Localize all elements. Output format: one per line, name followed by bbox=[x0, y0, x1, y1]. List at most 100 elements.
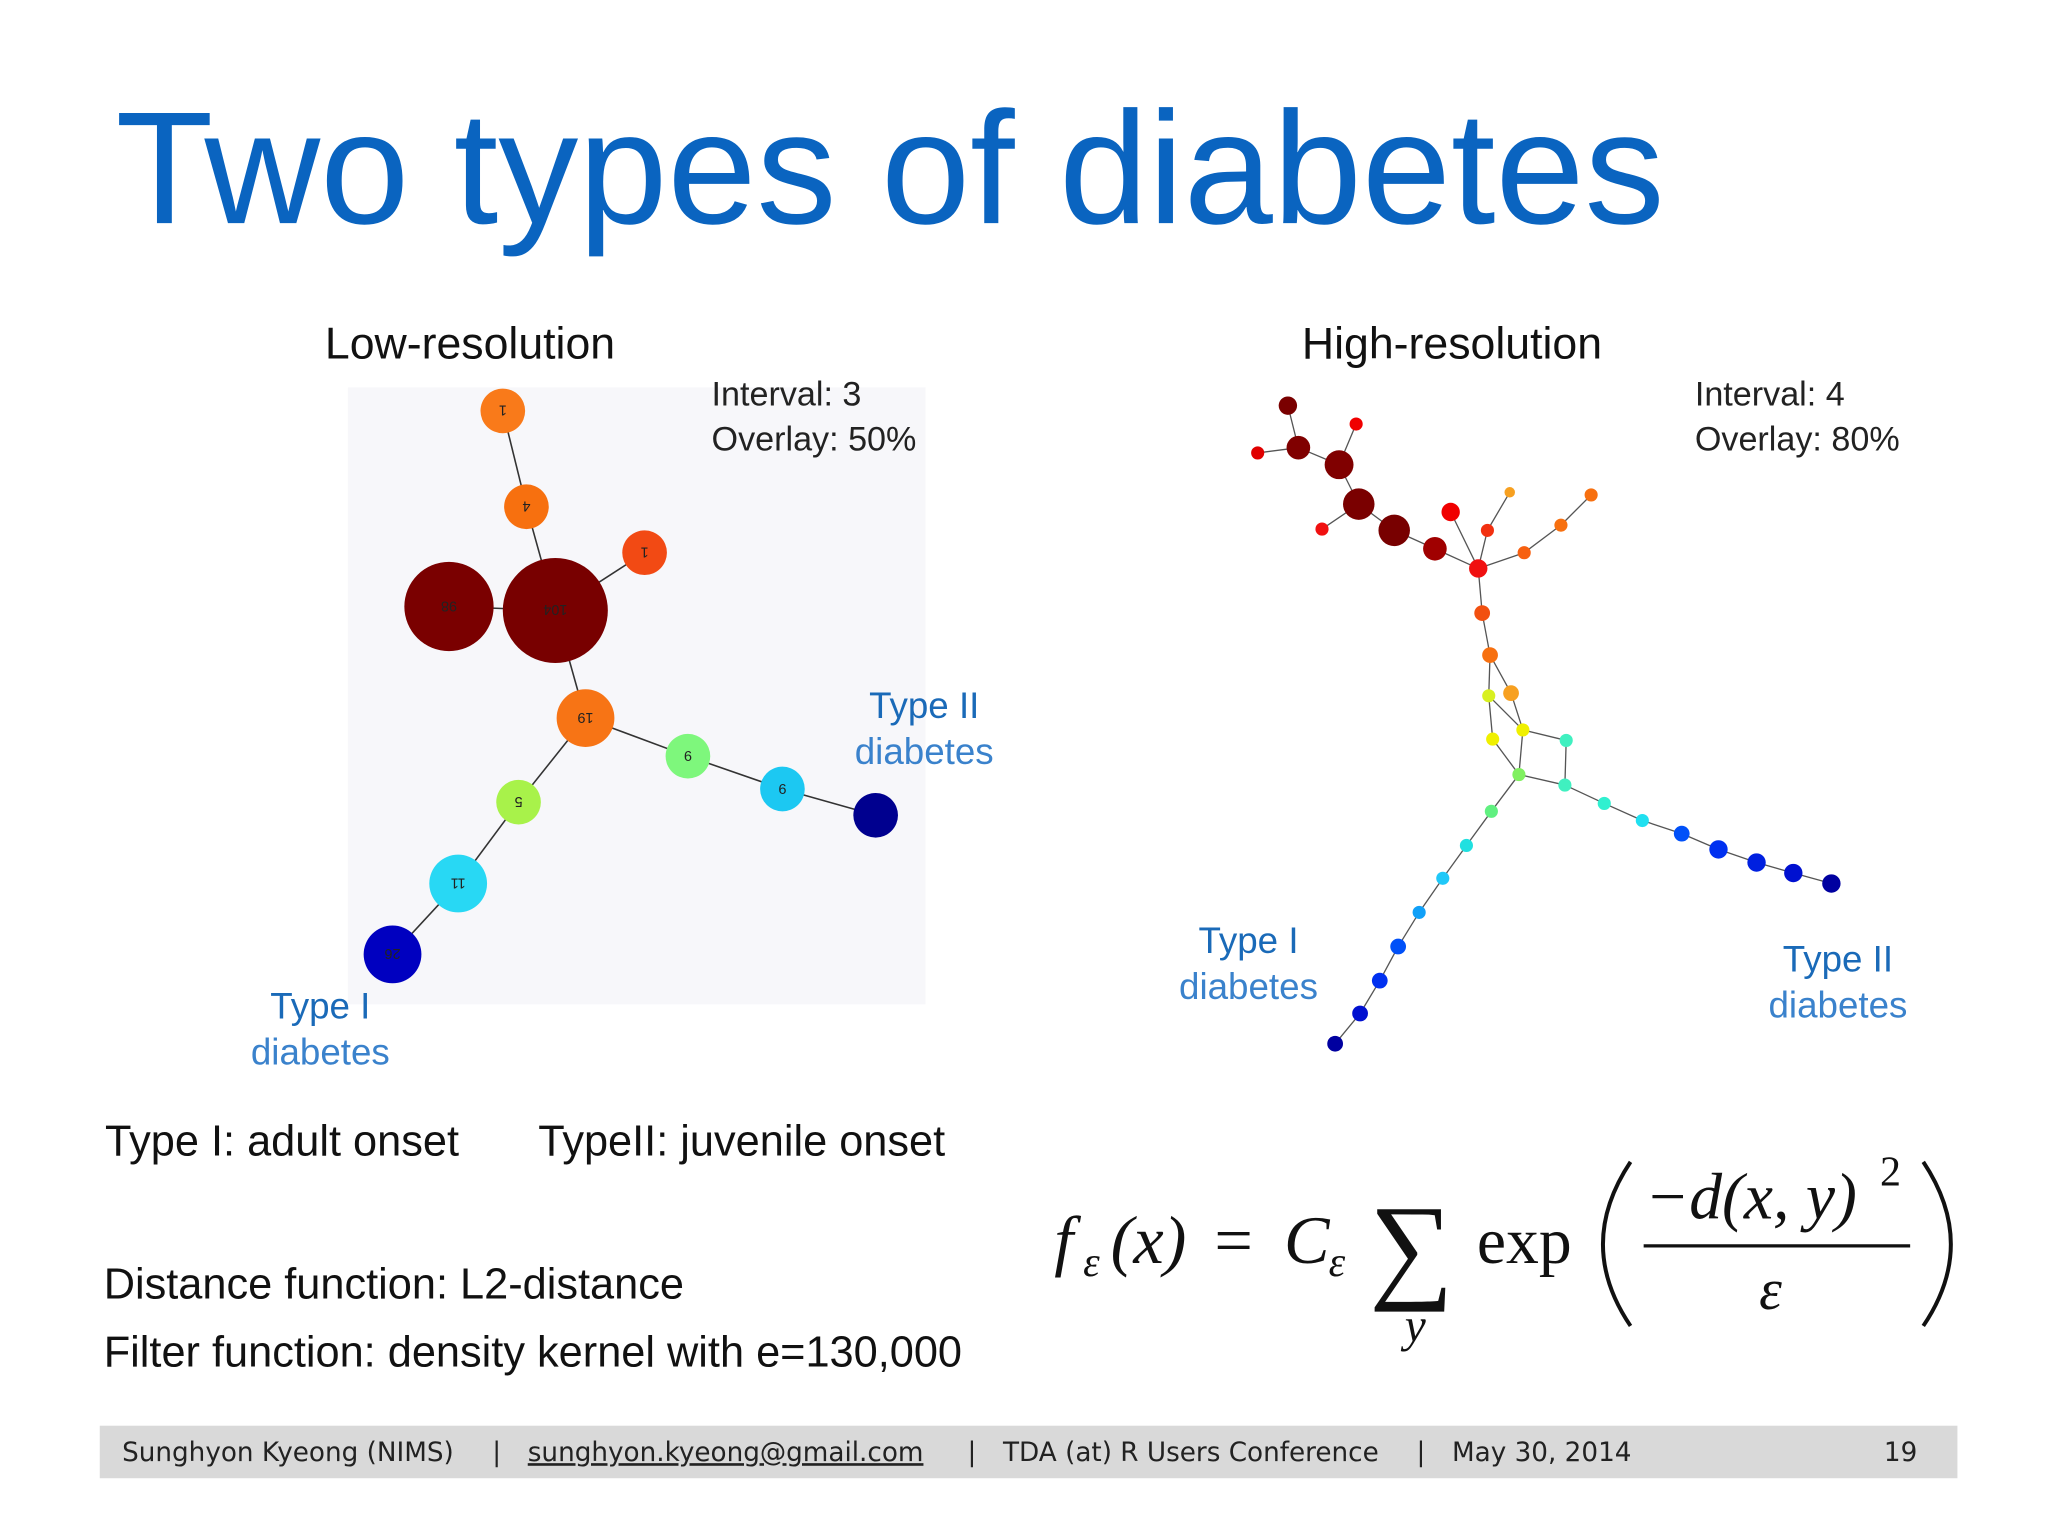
slide-title: Two types of diabetes bbox=[116, 78, 1665, 257]
node bbox=[1315, 522, 1329, 536]
edge bbox=[1564, 740, 1567, 786]
formula-part: y bbox=[1401, 1301, 1426, 1353]
node-label: 5 bbox=[515, 793, 523, 809]
node bbox=[1673, 825, 1690, 842]
annotation: Type II bbox=[869, 685, 979, 726]
graph-background bbox=[347, 387, 926, 1005]
annotation: Type II bbox=[1783, 938, 1893, 979]
annotation: diabetes bbox=[855, 731, 994, 772]
footer-page: 19 bbox=[1884, 1438, 1917, 1468]
node bbox=[1423, 536, 1447, 561]
node-label: 9 bbox=[778, 780, 786, 796]
definition: TypeII: juvenile onset bbox=[538, 1117, 945, 1165]
paren bbox=[1600, 1160, 1633, 1328]
formula-part: ε bbox=[1083, 1240, 1100, 1286]
formula-part: ∑ bbox=[1369, 1182, 1453, 1313]
node bbox=[1480, 523, 1494, 537]
param: Interval: 4 bbox=[1695, 376, 1845, 414]
node bbox=[496, 779, 541, 825]
annotation: Type I bbox=[1198, 920, 1298, 961]
desc: density kernel with e=130,000 bbox=[376, 1329, 962, 1377]
term: Filter function: bbox=[104, 1329, 376, 1377]
node bbox=[404, 561, 494, 652]
node bbox=[1343, 488, 1375, 520]
edge bbox=[1518, 773, 1566, 786]
formula: f ε (x) = C ε ∑ y exp −d(x, y) 2 ε bbox=[1054, 1149, 1953, 1353]
paren bbox=[1921, 1160, 1953, 1328]
node bbox=[853, 792, 898, 838]
node bbox=[665, 733, 711, 779]
node-label: 26 bbox=[385, 945, 401, 961]
footer-conference: TDA (at) R Users Conference bbox=[1002, 1438, 1379, 1468]
term: TypeII: bbox=[538, 1117, 668, 1165]
annotation: diabetes bbox=[1179, 966, 1318, 1007]
desc: adult onset bbox=[235, 1117, 459, 1165]
node bbox=[1324, 450, 1354, 480]
node bbox=[363, 925, 422, 984]
node-label: 4 bbox=[522, 497, 530, 513]
footer-separator: | bbox=[968, 1438, 977, 1468]
footer-bar bbox=[99, 1425, 1958, 1479]
formula-part: −d(x, y) bbox=[1645, 1161, 1857, 1233]
node bbox=[1286, 435, 1311, 460]
node bbox=[1482, 647, 1498, 663]
node bbox=[1484, 804, 1498, 818]
node bbox=[1349, 417, 1363, 431]
desc: L2-distance bbox=[448, 1260, 684, 1308]
node bbox=[1352, 1005, 1368, 1022]
edge bbox=[1488, 695, 1494, 740]
formula-part: exp bbox=[1477, 1206, 1572, 1278]
high-res-graph bbox=[1251, 396, 1841, 1052]
footer-email[interactable]: sunghyon.kyeong@gmail.com bbox=[528, 1438, 924, 1468]
edge bbox=[1492, 738, 1520, 775]
formula-part: ε bbox=[1759, 1259, 1782, 1322]
node bbox=[504, 484, 549, 530]
node bbox=[622, 530, 667, 576]
node-label: 9 bbox=[684, 747, 692, 763]
footer-separator: | bbox=[1417, 1438, 1426, 1468]
footer-date: May 30, 2014 bbox=[1452, 1438, 1632, 1468]
node bbox=[1251, 446, 1265, 460]
node bbox=[1327, 1035, 1344, 1052]
node bbox=[480, 388, 526, 434]
panel-heading: High-resolution bbox=[1302, 319, 1602, 368]
edge bbox=[1523, 524, 1562, 554]
edge bbox=[1442, 845, 1467, 879]
term: Type I: bbox=[105, 1117, 235, 1165]
edge bbox=[1490, 774, 1520, 812]
annotation: Type I bbox=[270, 986, 370, 1027]
edge bbox=[1522, 729, 1567, 742]
node bbox=[1436, 871, 1450, 885]
definition: Distance function: L2-distance bbox=[104, 1260, 684, 1308]
node-label: 1 bbox=[499, 402, 507, 418]
node bbox=[760, 766, 805, 812]
edge bbox=[1603, 802, 1643, 822]
node bbox=[429, 854, 488, 913]
edge bbox=[1560, 494, 1592, 526]
node bbox=[1441, 502, 1460, 522]
node bbox=[1459, 838, 1473, 853]
formula-part: ε bbox=[1329, 1240, 1346, 1286]
edge bbox=[1486, 491, 1511, 531]
node bbox=[1482, 689, 1496, 703]
annotation: diabetes bbox=[251, 1032, 390, 1073]
node bbox=[1559, 733, 1573, 747]
node bbox=[1412, 905, 1426, 919]
node bbox=[1822, 874, 1841, 893]
node bbox=[1709, 840, 1728, 859]
formula-part: C bbox=[1284, 1202, 1331, 1278]
edge bbox=[1418, 877, 1444, 913]
formula-part: (x) bbox=[1111, 1202, 1187, 1278]
node bbox=[1784, 863, 1803, 883]
node-label: 1 bbox=[641, 543, 649, 559]
definition: Filter function: density kernel with e=1… bbox=[104, 1329, 962, 1377]
node bbox=[1278, 396, 1298, 415]
edge bbox=[1488, 695, 1524, 731]
param: Interval: 3 bbox=[712, 376, 862, 414]
node-label: 98 bbox=[441, 597, 457, 613]
node bbox=[556, 689, 615, 747]
node-label: 11 bbox=[451, 874, 466, 890]
node-label: 19 bbox=[577, 709, 593, 725]
